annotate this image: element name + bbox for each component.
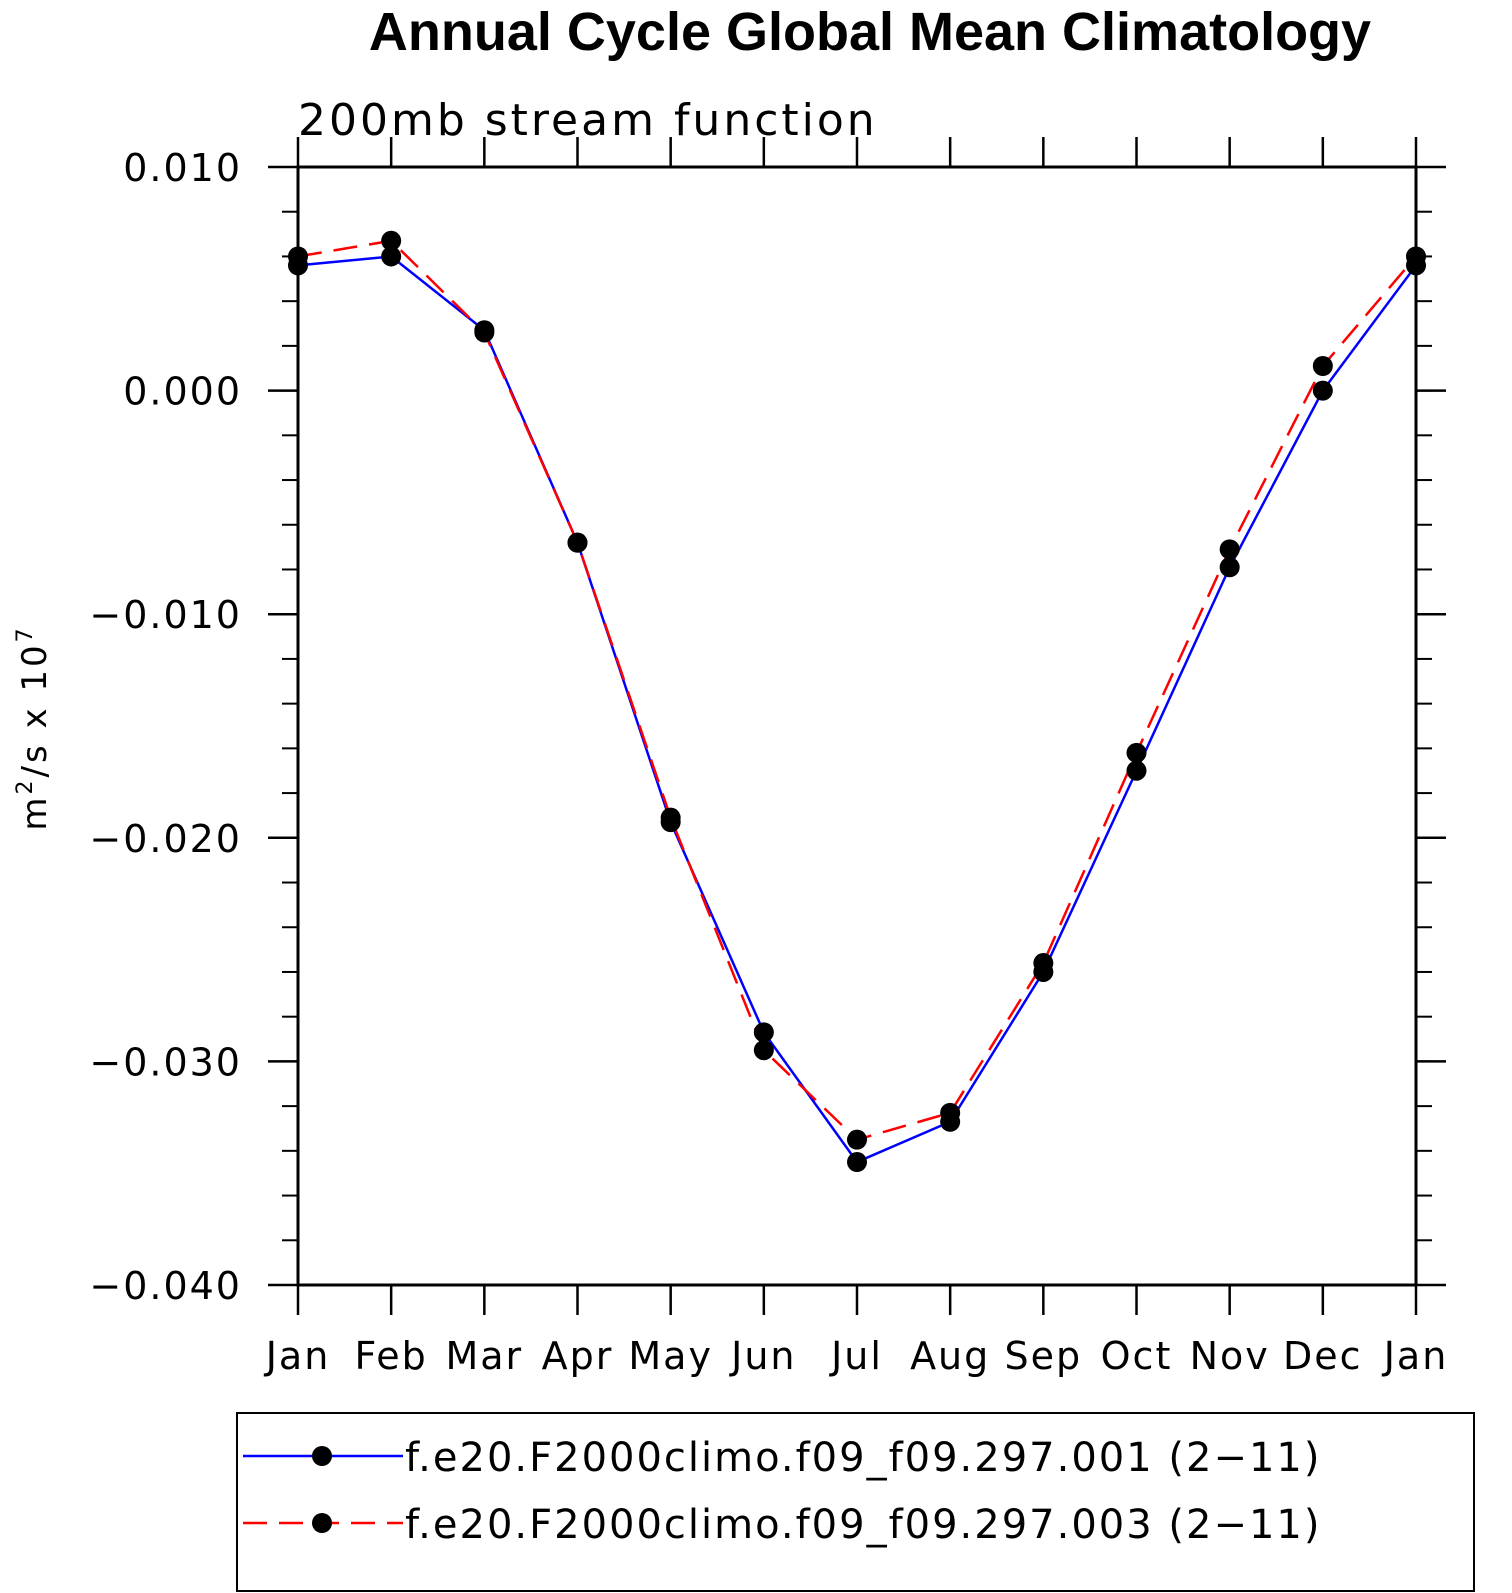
series-1-point xyxy=(381,246,402,267)
legend-marker-series-2 xyxy=(312,1513,332,1533)
series-2-point xyxy=(381,230,402,251)
series-line-1 xyxy=(297,255,1418,1164)
series-2-point xyxy=(1126,742,1147,763)
legend-box xyxy=(236,1412,1475,1592)
legend-marker-series-1 xyxy=(312,1446,332,1466)
minor-ticks xyxy=(282,166,1432,1286)
series-1-point xyxy=(753,1022,774,1043)
series-2-point xyxy=(1033,953,1054,974)
ylabel-exp: 7 xyxy=(13,625,38,642)
plot-frame xyxy=(296,165,1418,1287)
y-tick-label: 0.010 xyxy=(123,146,242,190)
ylabel-mid: /s x 10 xyxy=(15,642,55,777)
y-tick-label: −0.030 xyxy=(89,1040,242,1084)
series-line-2 xyxy=(297,239,1417,1142)
y-tick-label: −0.040 xyxy=(89,1264,242,1308)
x-tick-label: Jan xyxy=(1382,1334,1449,1378)
x-tick-label: Dec xyxy=(1283,1334,1363,1378)
series-1-point xyxy=(1126,760,1147,781)
x-tick-label: Jun xyxy=(729,1334,796,1378)
series-2-point xyxy=(567,532,588,553)
chart-subtitle: 200mb stream function xyxy=(298,95,878,146)
legend: f.e20.F2000climo.f09_f09.297.001 (2−11) … xyxy=(236,1412,1475,1592)
x-tick-label: Aug xyxy=(910,1334,990,1378)
ylabel-base: m xyxy=(15,795,55,831)
x-tick-labels: Jan Feb Mar Apr May Jun Jul Aug Sep Oct Nov Dec Jan xyxy=(264,1334,1449,1378)
x-tick-label: Sep xyxy=(1005,1334,1083,1378)
legend-label-series-1: f.e20.F2000climo.f09_f09.297.001 (2−11) xyxy=(405,1435,1321,1481)
series-2-point xyxy=(847,1129,867,1150)
series-1-point xyxy=(1312,380,1333,401)
legend-label-series-2: f.e20.F2000climo.f09_f09.297.003 (2−11) xyxy=(405,1502,1321,1548)
series-2-point xyxy=(940,1102,961,1123)
x-tick-label: Nov xyxy=(1190,1334,1270,1378)
y-tick-label: −0.010 xyxy=(89,593,242,637)
y-tick-labels: 0.010 0.000 −0.010 −0.020 −0.030 −0.040 xyxy=(89,146,242,1308)
major-ticks xyxy=(268,137,1446,1315)
y-tick-label: 0.000 xyxy=(123,370,242,414)
x-tick-label: Jan xyxy=(264,1334,331,1378)
series-1-point xyxy=(1219,557,1240,578)
series-2-point xyxy=(753,1040,774,1061)
x-tick-label: Oct xyxy=(1101,1334,1173,1378)
series-2-point xyxy=(1219,539,1240,560)
marker-layer xyxy=(288,230,1426,1173)
x-tick-label: Feb xyxy=(355,1334,428,1378)
series-1-point xyxy=(847,1152,867,1173)
x-tick-label: Apr xyxy=(542,1334,614,1378)
chart-title: Annual Cycle Global Mean Climatology xyxy=(369,2,1371,62)
x-tick-label: May xyxy=(628,1334,713,1378)
y-axis-label: m2/s x 107 xyxy=(13,625,55,830)
ylabel-sup: 2 xyxy=(13,778,38,795)
svg-text:m2/s x 107: m2/s x 107 xyxy=(13,625,55,830)
series-2-point xyxy=(474,322,495,343)
x-tick-label: Mar xyxy=(445,1334,523,1378)
y-tick-label: −0.020 xyxy=(89,817,242,861)
series-2-point xyxy=(1312,356,1333,377)
x-tick-label: Jul xyxy=(829,1334,883,1378)
series-layer xyxy=(297,239,1418,1164)
series-2-point xyxy=(660,807,681,828)
